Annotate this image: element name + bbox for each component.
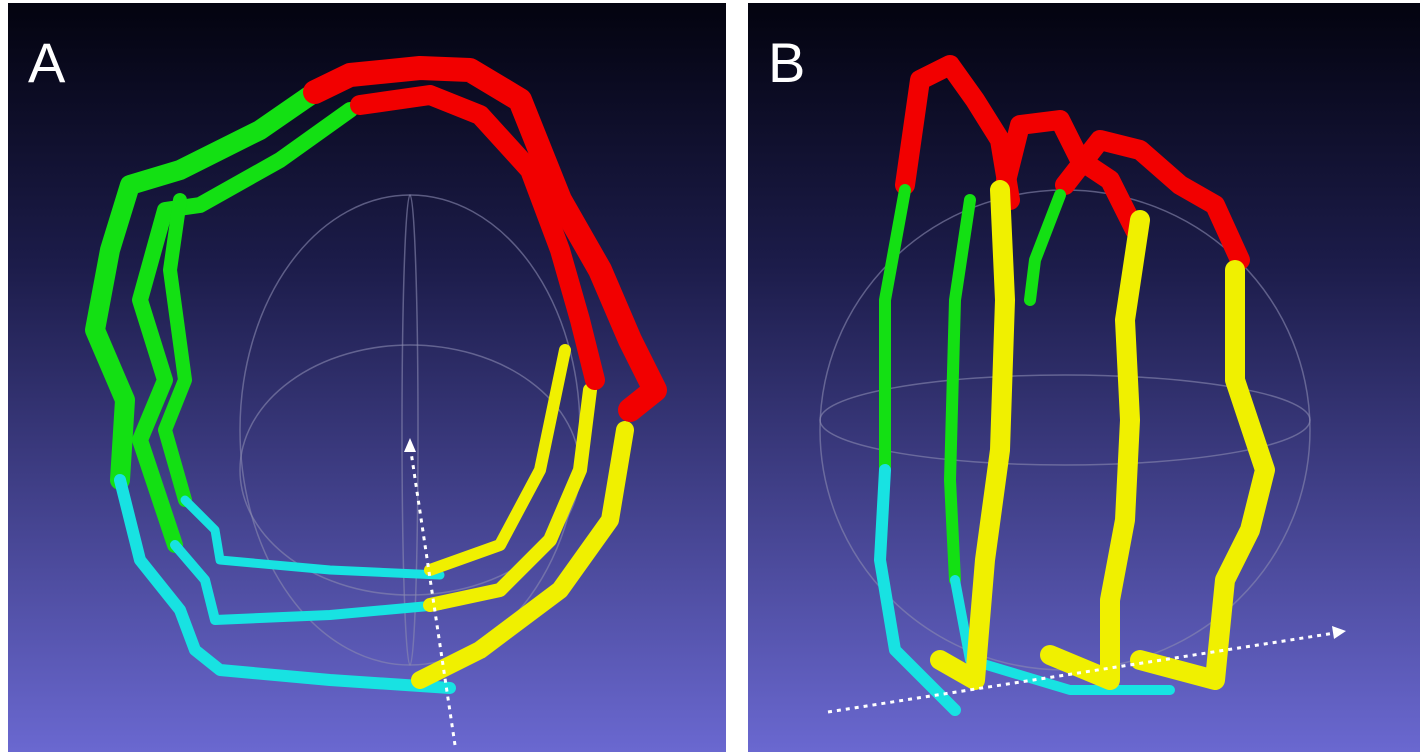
page: {"panels": [{"label": "A"}, {"label": "B…	[0, 0, 1424, 752]
panel-label: B	[768, 31, 805, 94]
panel-b: B	[748, 3, 1420, 752]
panel-a: A	[8, 3, 726, 752]
panel-label: A	[28, 31, 66, 94]
panel-background	[748, 3, 1420, 752]
figure: A B	[0, 0, 1424, 752]
